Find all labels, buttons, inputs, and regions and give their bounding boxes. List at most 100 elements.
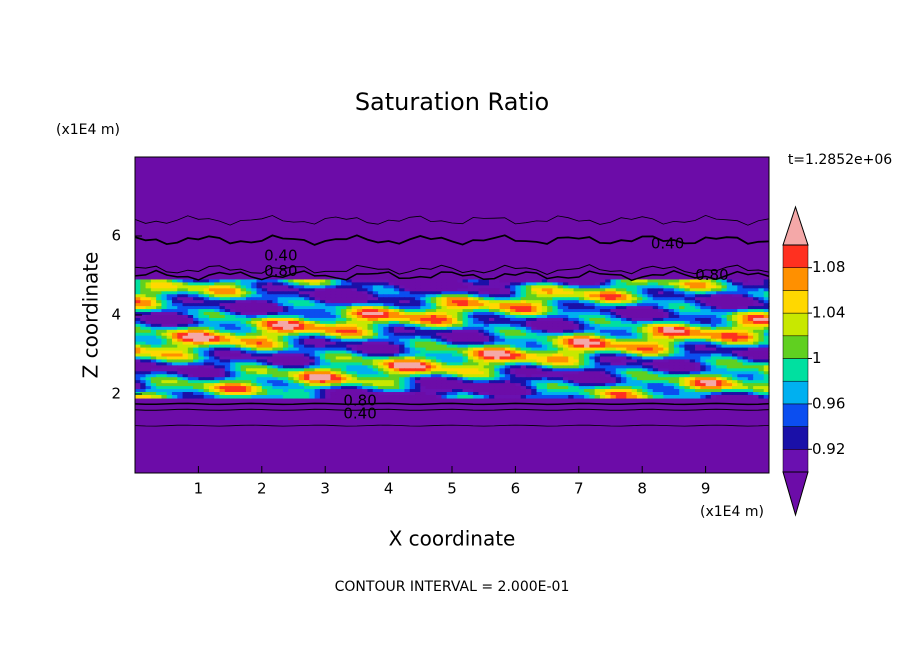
field-cell — [383, 294, 390, 298]
field-cell — [272, 335, 279, 340]
field-cell — [668, 347, 675, 352]
field-cell — [689, 365, 696, 369]
field-cell — [430, 282, 437, 286]
field-cell — [710, 320, 717, 325]
field-cell — [689, 288, 696, 292]
field-cell — [367, 356, 374, 361]
field-cell — [208, 386, 215, 390]
field-cell — [251, 291, 258, 295]
field-cell — [457, 394, 464, 399]
field-cell — [562, 285, 569, 289]
field-cell — [578, 282, 585, 286]
field-cell — [562, 288, 569, 292]
field-cell — [446, 341, 453, 346]
field-cell — [240, 279, 247, 284]
field-cell — [267, 356, 273, 361]
field-cell — [605, 294, 612, 298]
field-cell — [277, 303, 284, 307]
field-cell — [557, 317, 564, 322]
field-cell — [473, 341, 480, 346]
field-cell — [214, 344, 221, 349]
field-cell — [679, 279, 686, 284]
field-cell — [193, 332, 199, 337]
field-cell — [589, 309, 596, 313]
field-cell — [404, 300, 411, 304]
field-cell — [758, 335, 765, 340]
field-cell — [235, 347, 242, 352]
field-cell — [716, 365, 723, 369]
field-cell — [267, 380, 273, 384]
field-cell — [747, 306, 754, 310]
field-cell — [208, 329, 215, 334]
field-cell — [335, 347, 342, 352]
field-cell — [256, 285, 263, 289]
field-cell — [737, 320, 744, 325]
field-cell — [631, 309, 638, 313]
field-cell — [367, 365, 374, 369]
field-cell — [245, 383, 252, 387]
field-cell — [251, 329, 258, 334]
field-cell — [251, 353, 258, 358]
field-cell — [557, 320, 564, 325]
field-cell — [330, 371, 337, 375]
field-cell — [367, 306, 374, 310]
field-cell — [335, 294, 342, 298]
field-cell — [689, 362, 696, 366]
field-cell — [525, 294, 532, 298]
field-cell — [319, 344, 326, 349]
field-cell — [547, 347, 553, 352]
field-cell — [525, 371, 532, 375]
field-cell — [626, 285, 633, 289]
field-cell — [193, 380, 199, 384]
field-cell — [219, 303, 226, 307]
field-cell — [578, 335, 585, 340]
field-cell — [267, 288, 273, 292]
field-cell — [298, 312, 305, 316]
field-cell — [552, 285, 559, 289]
field-cell — [673, 323, 680, 328]
field-cell — [510, 317, 516, 322]
field-cell — [446, 350, 453, 355]
field-cell — [684, 291, 691, 295]
field-cell — [288, 300, 295, 304]
field-cell — [716, 368, 723, 372]
field-cell — [319, 300, 326, 304]
field-cell — [145, 341, 152, 346]
field-cell — [245, 353, 252, 358]
field-cell — [452, 377, 458, 381]
field-cell — [272, 312, 279, 316]
field-cell — [346, 371, 353, 375]
field-cell — [536, 279, 543, 284]
field-cell — [726, 303, 733, 307]
field-cell — [182, 347, 189, 352]
field-cell — [425, 344, 432, 349]
field-cell — [240, 312, 247, 316]
field-cell — [388, 288, 395, 292]
field-cell — [515, 306, 522, 310]
field-cell — [372, 315, 379, 319]
field-cell — [404, 294, 411, 298]
field-cell — [378, 329, 384, 334]
field-cell — [441, 315, 448, 319]
field-cell — [415, 309, 421, 313]
field-cell — [578, 344, 585, 349]
field-cell — [436, 392, 443, 396]
field-cell — [378, 303, 384, 307]
field-cell — [636, 297, 643, 301]
field-cell — [525, 332, 532, 337]
field-cell — [446, 303, 453, 307]
field-cell — [314, 394, 321, 399]
field-cell — [166, 335, 173, 340]
field-cell — [599, 344, 606, 349]
field-cell — [388, 335, 395, 340]
field-cell — [679, 368, 686, 372]
field-cell — [208, 320, 215, 325]
field-cell — [705, 347, 712, 352]
field-cell — [716, 303, 723, 307]
field-cell — [330, 326, 337, 331]
field-cell — [341, 359, 347, 363]
field-cell — [261, 386, 268, 390]
field-cell — [652, 380, 659, 384]
field-cell — [541, 291, 548, 295]
field-cell — [325, 341, 332, 346]
